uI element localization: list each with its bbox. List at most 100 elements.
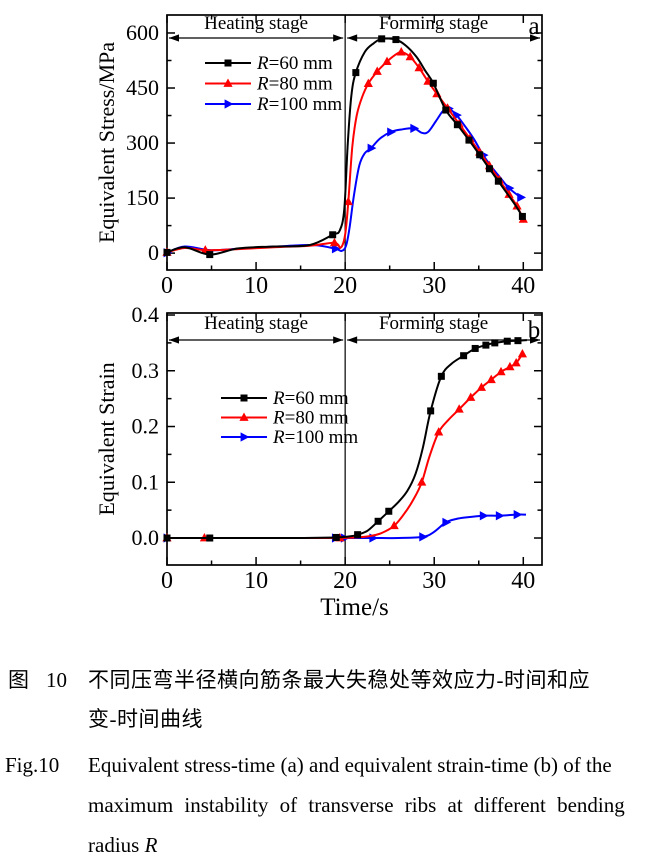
y-tick-label: 600 (126, 20, 159, 45)
arrow-head (333, 34, 344, 42)
y-tick-label: 0.2 (132, 414, 160, 439)
data-point-triangle-right (495, 511, 505, 521)
legend-label: R=100 mm (256, 94, 342, 115)
caption-zh-figure-number: 10 (46, 668, 67, 692)
data-point-triangle-right (367, 143, 377, 153)
x-tick-label: 20 (333, 273, 357, 299)
stage-annotations: Heating stage Forming stage b (169, 313, 540, 344)
x-tick-label: 20 (333, 568, 357, 594)
legend: R=60 mmR=80 mmR=100 mm (221, 388, 358, 448)
data-point-triangle-up (396, 47, 406, 56)
legend-label: R=80 mm (272, 408, 349, 429)
x-tick-label: 0 (161, 273, 173, 299)
data-point-triangle-up (466, 392, 476, 401)
data-point-triangle-up (239, 412, 249, 421)
data-point-square (491, 339, 499, 347)
data-point-triangle-up (476, 382, 487, 391)
data-point-square (354, 531, 362, 539)
data-point-triangle-right (419, 532, 429, 542)
data-point-square (378, 35, 386, 43)
data-point-triangle-right (513, 510, 523, 520)
panel-letter: a (528, 13, 539, 40)
axis-tick-labels: 0 10 20 30 40 0.0 0.1 0.2 0.3 0.4 (132, 302, 536, 594)
data-point-triangle-up (363, 78, 373, 88)
data-point-square (437, 372, 445, 380)
plot-border (166, 312, 543, 566)
y-tick-label: 0.4 (132, 302, 160, 327)
data-point-square (240, 394, 248, 402)
data-point-triangle-up (434, 427, 444, 436)
caption-en-line3-radius-symbol: R (144, 833, 158, 857)
data-point-triangle-up (454, 404, 464, 413)
y-tick-label: 0.1 (132, 469, 160, 494)
data-point-square (442, 106, 450, 114)
forming-stage-label: Forming stage (379, 13, 488, 34)
data-point-triangle-up (405, 51, 415, 61)
data-point-square (332, 533, 340, 541)
data-point-square (206, 251, 214, 259)
x-tick-label: 0 (161, 568, 173, 594)
x-tick-label: 30 (422, 273, 446, 299)
arrow-head (530, 34, 540, 42)
data-point-square (163, 534, 171, 542)
data-point-triangle-up (486, 374, 496, 384)
data-point-square (482, 341, 490, 349)
data-point-triangle-up (372, 66, 382, 75)
data-point-triangle-up (414, 62, 424, 72)
forming-stage-label: Forming stage (379, 313, 488, 334)
data-point-square (471, 344, 479, 352)
legend-label: R=80 mm (256, 74, 333, 95)
caption-zh-figure-label: 图 (8, 668, 29, 692)
data-point-square (465, 136, 473, 144)
data-point-square (485, 165, 493, 173)
data-point-square (476, 151, 484, 159)
legend-label: R=60 mm (272, 388, 349, 409)
data-point-square (427, 407, 435, 415)
data-point-square (460, 352, 468, 360)
legend-label: R=60 mm (256, 53, 333, 74)
data-point-triangle-right (331, 244, 341, 254)
x-tick-label: 10 (244, 568, 268, 594)
arrow-head (530, 336, 540, 344)
heating-stage-label: Heating stage (204, 313, 308, 334)
y-tick-label: 0.0 (132, 525, 160, 550)
caption-en-line3-prefix: radius (88, 833, 145, 857)
data-point-triangle-right (442, 517, 452, 528)
x-tick-label: 30 (422, 568, 446, 594)
x-tick-label: 40 (511, 568, 535, 594)
series-60 (163, 35, 526, 259)
data-point-triangle-up (517, 349, 528, 358)
data-point-triangle-up (343, 196, 353, 206)
series-line (166, 513, 527, 540)
arrow-head (169, 336, 179, 344)
data-point-square (453, 121, 461, 129)
axis-ticks (166, 313, 542, 565)
data-point-square (494, 177, 502, 185)
data-point-square (206, 534, 214, 542)
panel-letter: b (528, 317, 541, 344)
y-tick-label: 450 (126, 75, 159, 100)
data-point-triangle-right (505, 183, 515, 193)
data-point-triangle-right (387, 127, 396, 137)
data-point-triangle-right (224, 99, 234, 109)
stress-time-chart: 0 10 20 30 40 0 150 300 450 600 Equivalent Stress/… (94, 13, 543, 299)
data-point-square (374, 517, 382, 525)
data-point-triangle-up (389, 520, 399, 530)
y-tick-label: 300 (126, 130, 159, 155)
plot-border (166, 14, 543, 271)
caption-en-line3: radius R (88, 833, 157, 858)
x-tick-label: 10 (244, 273, 268, 299)
y-tick-label: 0 (148, 240, 159, 265)
data-point-square (503, 337, 511, 345)
data-point-square (163, 248, 171, 256)
caption-zh-line1: 不同压弯半径横向筋条最大失稳处等效应力-时间和应 (88, 668, 590, 692)
data-point-triangle-right (410, 123, 420, 133)
stage-annotations: Heating stage Forming stage a (169, 13, 540, 42)
data-point-triangle-right (517, 192, 527, 202)
series-line (166, 107, 522, 254)
caption-en-line1: Equivalent stress-time (a) and equivalen… (88, 753, 612, 777)
data-point-triangle-up (382, 56, 392, 65)
x-tick-label: 40 (511, 273, 535, 299)
data-point-triangle-up (496, 366, 506, 376)
x-axis-title: Time/s (320, 594, 389, 621)
